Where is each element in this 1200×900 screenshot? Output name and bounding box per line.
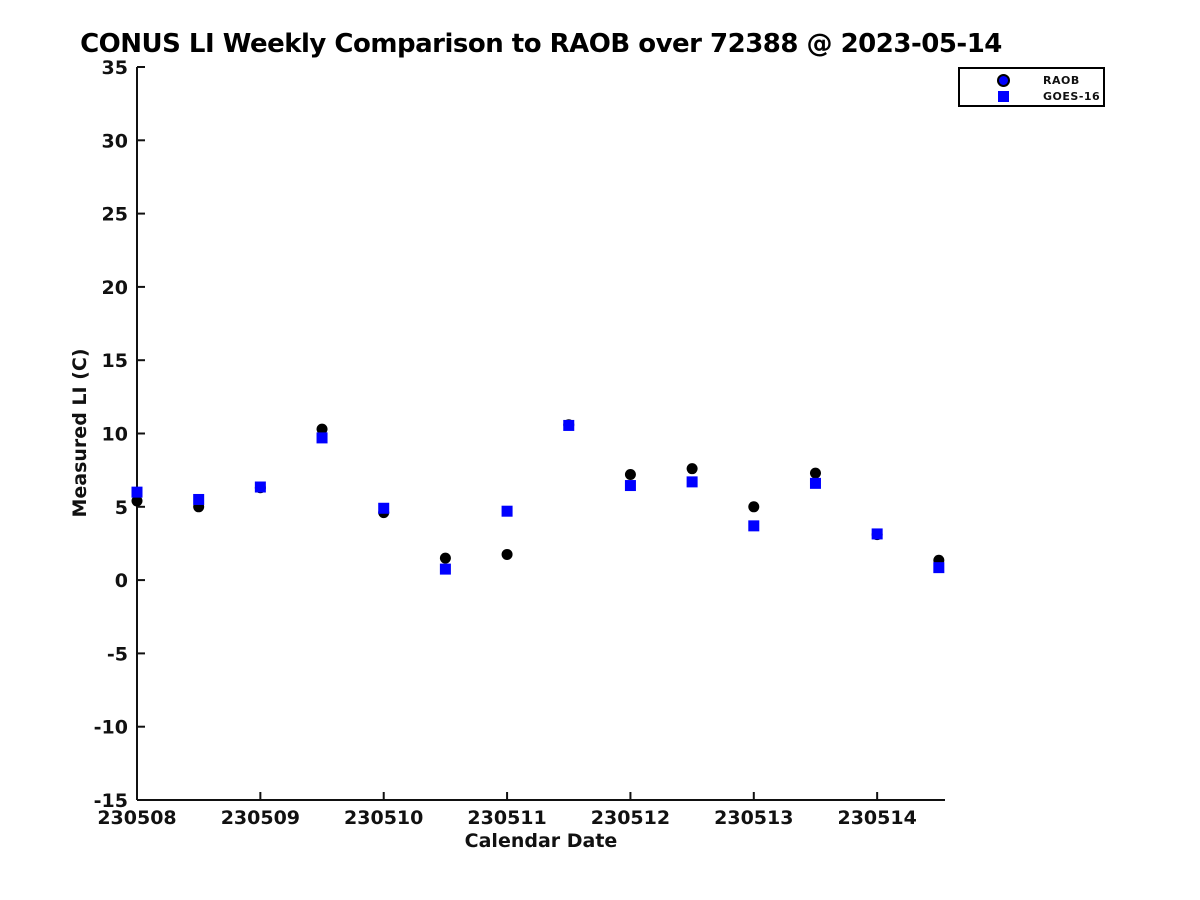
data-point-raob: [686, 463, 698, 475]
y-tick-label: 15: [102, 350, 128, 372]
x-tick-label: 230513: [714, 807, 793, 829]
data-point-raob: [439, 552, 451, 564]
data-point-goes-16: [809, 477, 821, 489]
data-point-goes-16: [933, 562, 945, 574]
goes16-square-icon: [997, 90, 1010, 103]
x-tick-label: 230509: [221, 807, 300, 829]
y-tick-label: 20: [102, 277, 128, 299]
y-tick-label: -15: [94, 790, 128, 812]
data-point-raob: [316, 423, 328, 435]
y-tick-label: -10: [94, 717, 128, 739]
data-point-goes-16: [624, 480, 636, 492]
x-tick-label: 230508: [97, 807, 176, 829]
x-axis-label: Calendar Date: [464, 830, 618, 852]
y-tick-label: -5: [107, 643, 128, 665]
data-point-goes-16: [748, 520, 760, 532]
legend: RAOB GOES-16: [958, 67, 1105, 107]
data-point-goes-16: [193, 493, 205, 505]
data-point-goes-16: [254, 481, 266, 493]
legend-row-raob: RAOB: [960, 72, 1103, 88]
legend-label-goes16: GOES-16: [1043, 89, 1101, 103]
legend-row-goes16: GOES-16: [960, 88, 1103, 104]
raob-circle-icon: [997, 73, 1010, 87]
legend-label-raob: RAOB: [1043, 73, 1080, 87]
data-point-raob: [501, 548, 513, 560]
x-tick-label: 230510: [344, 807, 423, 829]
x-tick-label: 230514: [837, 807, 916, 829]
data-point-goes-16: [686, 476, 698, 488]
data-point-goes-16: [316, 432, 328, 444]
data-point-goes-16: [563, 419, 575, 431]
y-tick-label: 0: [115, 570, 128, 592]
data-point-goes-16: [501, 505, 513, 517]
data-point-goes-16: [871, 528, 883, 540]
data-point-goes-16: [439, 563, 451, 575]
y-tick-label: 35: [102, 57, 128, 79]
data-point-goes-16: [131, 486, 143, 498]
x-tick-label: 230511: [467, 807, 546, 829]
data-point-raob: [624, 469, 636, 481]
x-tick-label: 230512: [591, 807, 670, 829]
data-point-raob: [131, 495, 143, 507]
chart-title: CONUS LI Weekly Comparison to RAOB over …: [80, 29, 1002, 59]
data-point-raob: [809, 467, 821, 479]
data-point-raob: [748, 501, 760, 513]
data-point-goes-16: [378, 502, 390, 514]
y-tick-label: 5: [115, 497, 128, 519]
y-tick-label: 25: [102, 204, 128, 226]
y-tick-label: 10: [102, 424, 128, 446]
y-tick-label: 30: [102, 130, 128, 152]
